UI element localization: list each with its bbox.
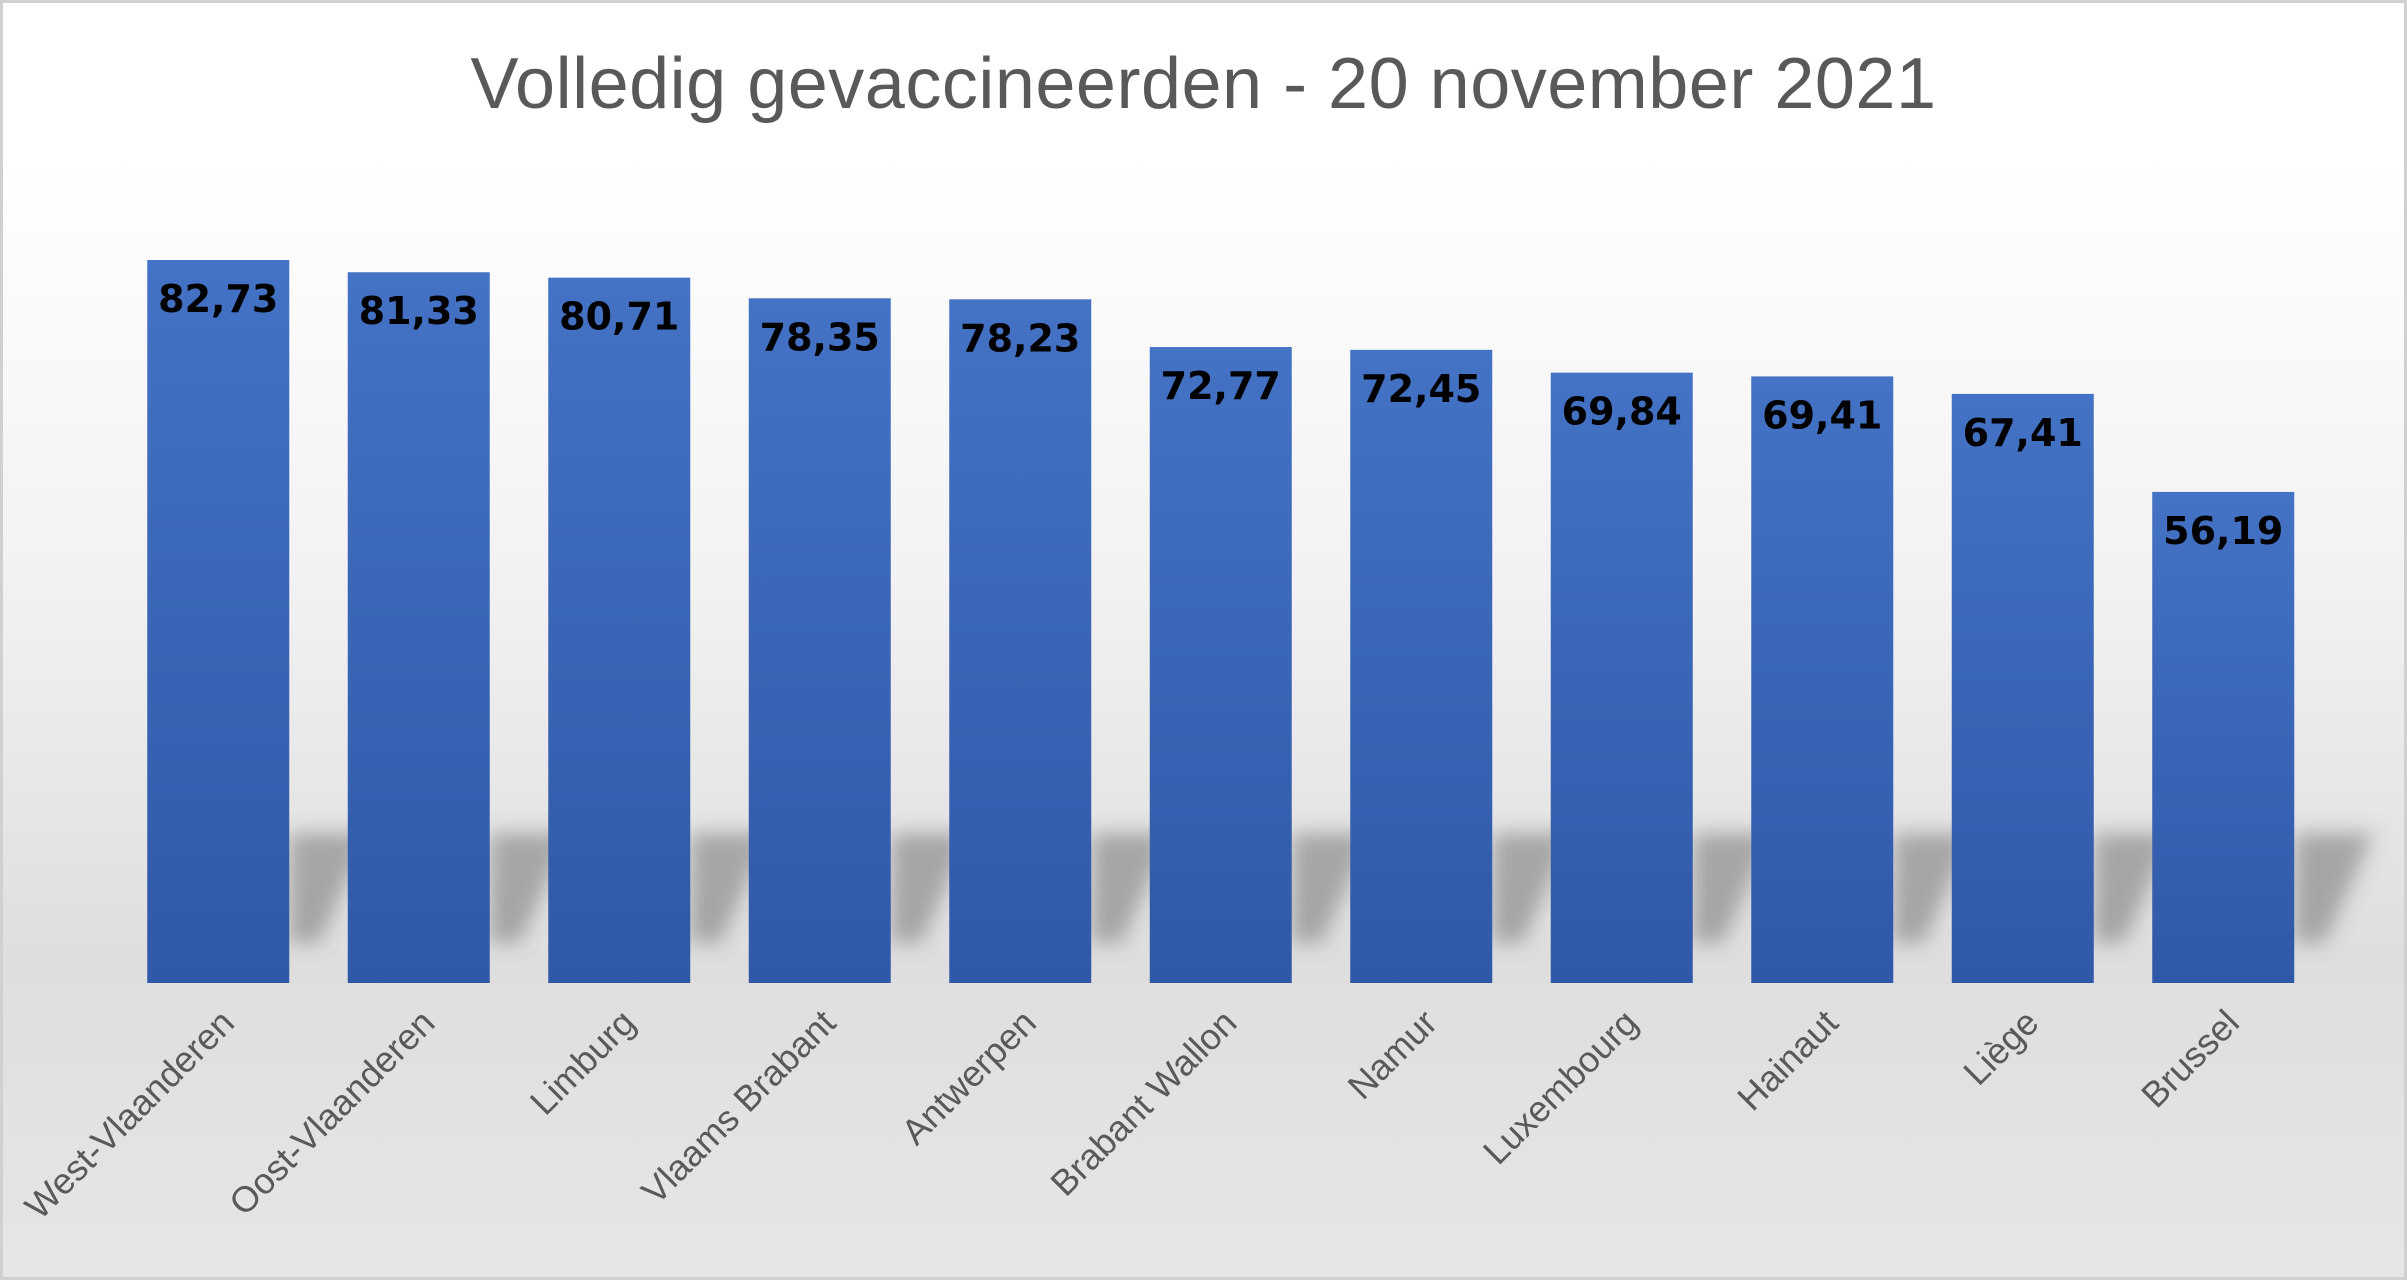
data-label: 78,35	[760, 315, 880, 359]
data-label: 81,33	[359, 289, 479, 333]
data-label: 67,41	[1963, 411, 2083, 455]
bar-shadow	[2294, 833, 2375, 943]
data-labels: 82,73 81,33 80,71 78,35 78,23 72,77 72,45 69,84…	[158, 277, 2283, 553]
category-label: Namur	[1340, 1002, 1445, 1107]
data-label: 69,84	[1562, 390, 1682, 434]
category-label: Brussel	[2133, 1002, 2247, 1116]
category-label: Luxembourg	[1475, 1002, 1646, 1173]
data-label: 69,41	[1762, 393, 1882, 437]
bars	[147, 260, 2295, 984]
bar	[748, 298, 891, 983]
data-label: 72,45	[1361, 367, 1481, 411]
bar	[1550, 372, 1693, 983]
category-label: Brabant Wallon	[1042, 1002, 1244, 1204]
bar-chart: 82,73 81,33 80,71 78,35 78,23 72,77 72,45 69,84…	[17, 260, 2375, 1227]
bar	[347, 272, 490, 983]
bar	[1149, 347, 1292, 983]
bar	[1951, 393, 2094, 984]
category-label: Oost-Vlaanderen	[221, 1002, 442, 1223]
bar	[1350, 349, 1493, 983]
category-label: Vlaams Brabant	[633, 1002, 843, 1212]
bar	[949, 299, 1092, 983]
bar	[2152, 491, 2295, 983]
bar	[147, 260, 290, 983]
category-label: Antwerpen	[893, 1002, 1044, 1153]
category-label: West-Vlaanderen	[17, 1002, 242, 1227]
data-label: 80,71	[559, 295, 679, 339]
bar	[548, 277, 691, 983]
data-label: 56,19	[2163, 509, 2283, 553]
data-label: 78,23	[960, 316, 1080, 360]
chart-title: Volledig gevaccineerden - 20 november 20…	[470, 44, 1937, 124]
bar	[1751, 376, 1894, 983]
data-label: 72,77	[1161, 364, 1281, 408]
category-label: Limburg	[522, 1002, 643, 1123]
category-label: Hainaut	[1729, 1002, 1846, 1119]
data-label: 82,73	[158, 277, 278, 321]
category-label: Liège	[1955, 1002, 2046, 1093]
